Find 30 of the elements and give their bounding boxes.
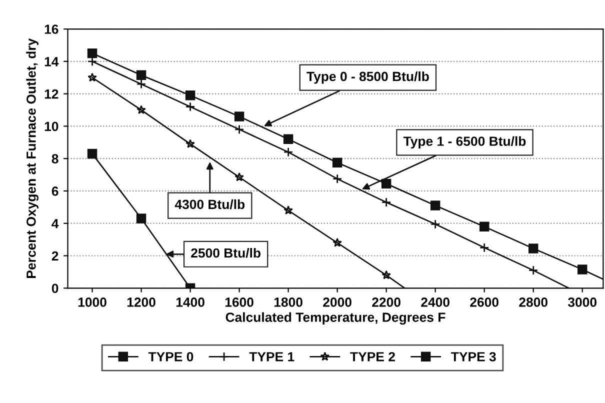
x-tick-label: 1800: [274, 298, 302, 307]
legend-label: TYPE 3: [451, 352, 496, 362]
y-tick-label: 0: [52, 284, 58, 294]
annotation: Type 1 - 6500 Btu/lb: [403, 136, 526, 149]
annotation: 4300 Btu/lb: [174, 199, 245, 210]
y-tick-label: 14: [44, 57, 59, 66]
y-tick-label: 10: [44, 122, 58, 132]
x-tick-label: 2800: [519, 298, 548, 307]
y-tick-label: 4: [52, 219, 59, 228]
x-tick-label: 2200: [372, 298, 400, 307]
x-axis-title: Calculated Temperature, Degrees F: [226, 312, 446, 325]
x-tick-label: 1600: [225, 298, 254, 307]
y-axis-title: Percent Oxygen at Furnace Outlet, dry: [26, 38, 38, 278]
x-tick-label: 3000: [568, 298, 596, 307]
x-tick-label: 1200: [127, 298, 156, 307]
annotation: 2500 Btu/lb: [191, 248, 260, 258]
x-tick-label: 2400: [421, 298, 450, 307]
x-tick-label: 1400: [176, 298, 204, 307]
y-tick-label: 12: [44, 89, 58, 99]
y-tick-label: 16: [44, 24, 58, 34]
legend-label: TYPE 0: [148, 352, 194, 362]
legend-label: TYPE 1: [249, 352, 294, 362]
legend-label: TYPE 2: [350, 352, 395, 362]
annotation: Type 0 - 8500 Btu/lb: [306, 71, 429, 84]
x-tick-label: 2600: [470, 298, 498, 307]
y-tick-label: 6: [52, 186, 58, 196]
x-tick-label: 1000: [78, 298, 106, 307]
y-tick-label: 2: [52, 251, 58, 261]
y-tick-label: 8: [52, 154, 58, 164]
x-tick-label: 2000: [323, 298, 352, 307]
